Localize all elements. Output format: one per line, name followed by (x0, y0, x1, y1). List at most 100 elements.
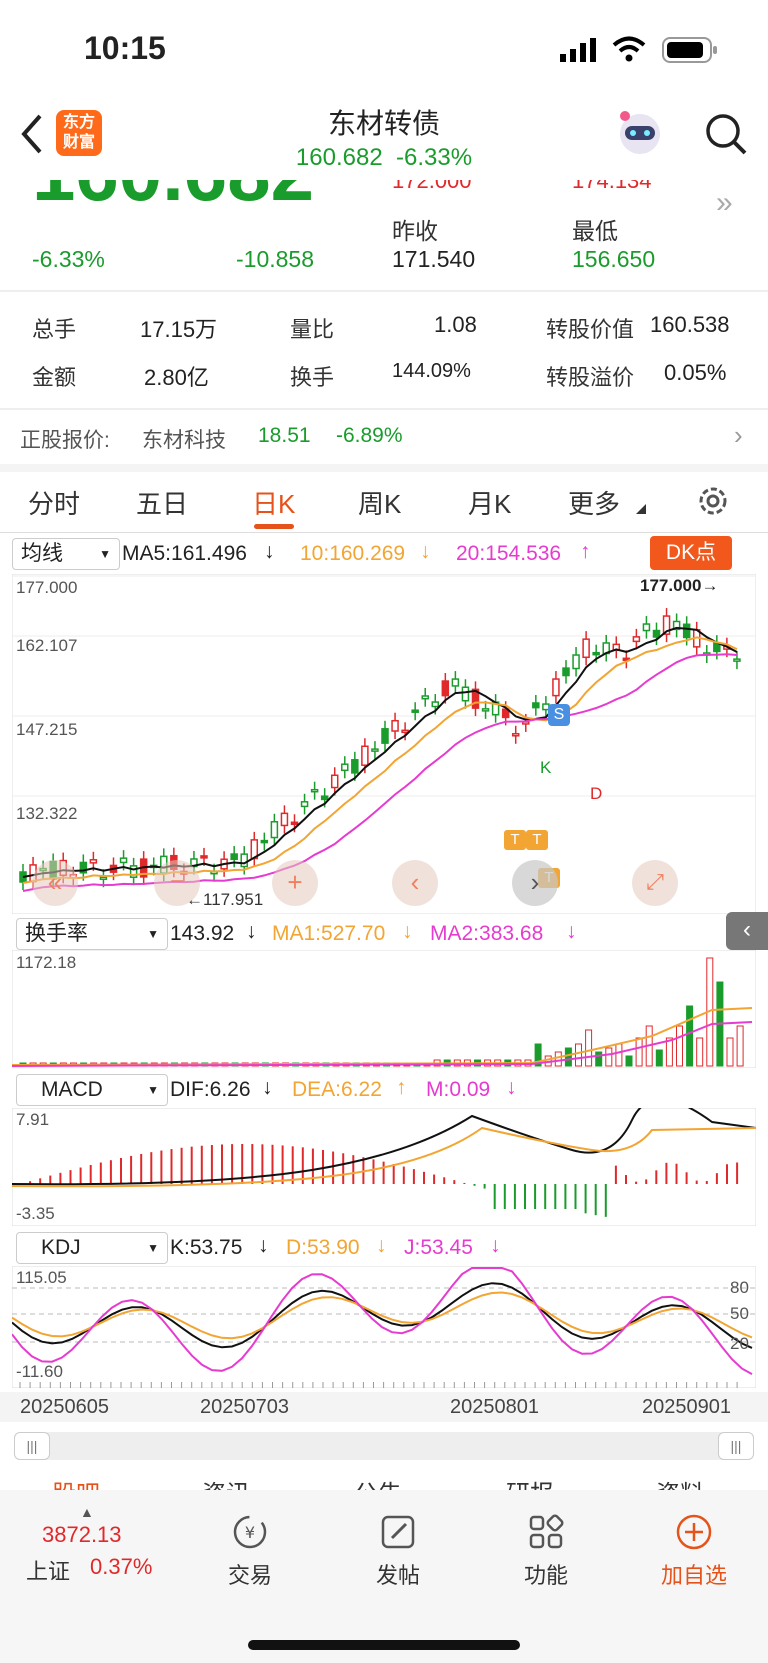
tab-more[interactable]: 更多 (568, 489, 621, 519)
change-amt: -10.858 (236, 246, 315, 272)
ma10-value: 10:160.269 (300, 542, 406, 565)
marker-t-2[interactable]: T (526, 830, 548, 850)
turnover-bar (736, 1025, 744, 1067)
section-tab-reports[interactable]: 研报 (506, 1474, 554, 1492)
j-line (12, 1267, 753, 1375)
turnover-ma1-arrow-icon: ↓ (402, 920, 413, 943)
bottom-nav: ▲ 3872.13 上证 0.37% ¥ 交易 发帖 功能 加自选 (0, 1490, 768, 1663)
turnover-bar (585, 1029, 593, 1067)
tab-daily-k[interactable]: 日K (252, 489, 296, 519)
d-line (12, 1291, 753, 1340)
candle-body (511, 733, 520, 737)
turnover-value: 144.09% (392, 360, 471, 382)
range-slider[interactable]: ||| ||| (14, 1432, 754, 1460)
fullscreen-icon[interactable]: ⤢ (632, 860, 678, 906)
nav-trade[interactable]: ¥ 交易 (190, 1512, 310, 1590)
turnover-bar (686, 1005, 694, 1067)
nav-post-label: 发帖 (375, 1563, 420, 1588)
candle-body (129, 865, 138, 878)
ma20-arrow-icon: ↑ (580, 540, 591, 563)
dk-button[interactable]: DK点 (650, 536, 732, 570)
scroll-first-icon[interactable]: « (32, 860, 78, 906)
tab-weekly-k[interactable]: 周K (358, 489, 402, 519)
turnover-ma1: MA1:527.70 (272, 922, 386, 945)
turnover-bar (676, 1025, 683, 1067)
zoom-out-icon[interactable]: − (154, 860, 200, 906)
turnover-ma2-line (12, 1021, 753, 1067)
slider-left-handle[interactable]: ||| (14, 1432, 50, 1460)
kdj-selector[interactable]: KDJ ▼ (16, 1232, 168, 1264)
candle-body (652, 629, 661, 638)
kdj-k: K:53.75 (170, 1236, 243, 1259)
header: 东方财富 东材转债 160.682 -6.33% (0, 100, 768, 180)
y-label-4: 132.322 (16, 804, 78, 823)
divider (0, 408, 768, 410)
tab-five-day[interactable]: 五日 (136, 489, 189, 519)
ma5-value: MA5:161.496 (122, 542, 247, 565)
macd-m: M:0.09 (426, 1078, 491, 1101)
section-tab-notices[interactable]: 公告 (354, 1474, 402, 1492)
section-tab-guba[interactable]: 股吧 (52, 1474, 100, 1492)
collapse-panel-icon[interactable]: ‹ (726, 912, 768, 950)
wifi-icon (612, 36, 646, 62)
nav-add-watchlist-label: 加自选 (660, 1563, 727, 1588)
section-tab-news[interactable]: 资讯 (202, 1474, 250, 1492)
macd-selector[interactable]: MACD ▼ (16, 1074, 168, 1106)
section-tab-profile[interactable]: 资料 (656, 1474, 704, 1492)
macd-y-bottom: -3.35 (16, 1204, 55, 1223)
candle-body (441, 680, 450, 697)
nav-functions[interactable]: 功能 (486, 1512, 606, 1590)
chart-frame (12, 950, 756, 1068)
turnover-bar (625, 1055, 633, 1067)
zoom-in-icon[interactable]: + (272, 860, 318, 906)
marker-t-1[interactable]: T (504, 830, 526, 850)
nav-post[interactable]: 发帖 (338, 1512, 458, 1590)
divider (0, 464, 768, 472)
candle-body (481, 708, 490, 712)
candle-body (300, 801, 309, 808)
trade-icon: ¥ (233, 1515, 267, 1549)
partial-value-2: 174.134 (572, 180, 652, 193)
date-label-4: 20250901 (642, 1396, 731, 1418)
turnover-selector[interactable]: 换手率 ▼ (16, 918, 168, 950)
marker-k: K (540, 758, 552, 777)
candle-body (99, 876, 108, 880)
candle-body (632, 636, 641, 643)
tab-indicator (254, 524, 294, 529)
expand-arrow-icon[interactable]: » (716, 186, 733, 219)
d-arrow-icon: ↓ (376, 1234, 387, 1257)
add-circle-icon (676, 1514, 712, 1550)
search-icon[interactable] (704, 112, 748, 156)
kdj-d: D:53.90 (286, 1236, 360, 1259)
candle-body (371, 748, 379, 752)
candle-body (341, 763, 349, 772)
nav-add-watchlist[interactable]: 加自选 (634, 1512, 754, 1590)
nav-functions-label: 功能 (523, 1563, 568, 1588)
settings-icon[interactable] (696, 484, 730, 518)
slider-right-handle[interactable]: ||| (718, 1432, 754, 1460)
index-name: 上证 (26, 1559, 71, 1584)
m-arrow-icon: ↓ (506, 1076, 517, 1099)
scroll-right-icon[interactable]: › (512, 860, 558, 906)
kdj-level-50: 50 (730, 1304, 749, 1323)
candle-body (89, 859, 98, 864)
tab-intraday[interactable]: 分时 (28, 489, 81, 519)
back-icon[interactable] (20, 114, 44, 154)
tab-monthly-k[interactable]: 月K (468, 489, 512, 519)
underlying-row[interactable]: 正股报价: 东材科技 18.51 -6.89% › (0, 410, 768, 464)
ma-selector[interactable]: 均线 ▼ (12, 538, 120, 570)
turnover-bar (665, 1037, 673, 1067)
candle-body (351, 759, 359, 774)
turnover-ma2: MA2:383.68 (430, 922, 544, 945)
candle-body (391, 719, 399, 732)
index-value[interactable]: 3872.13 (42, 1522, 122, 1547)
date-label-2: 20250703 (200, 1396, 289, 1418)
kline-chart[interactable] (12, 574, 756, 914)
candle-body (552, 678, 560, 697)
robot-avatar-icon[interactable] (615, 108, 665, 158)
turnover-y-top: 1172.18 (16, 953, 77, 972)
scroll-left-icon[interactable]: ‹ (392, 860, 438, 906)
candle-body (330, 774, 339, 789)
marker-s[interactable]: S (548, 704, 570, 726)
kdj-legend: KDJ ▼ K:53.75 ↓ D:53.90 ↓ J:53.45 ↓ (0, 1230, 768, 1264)
